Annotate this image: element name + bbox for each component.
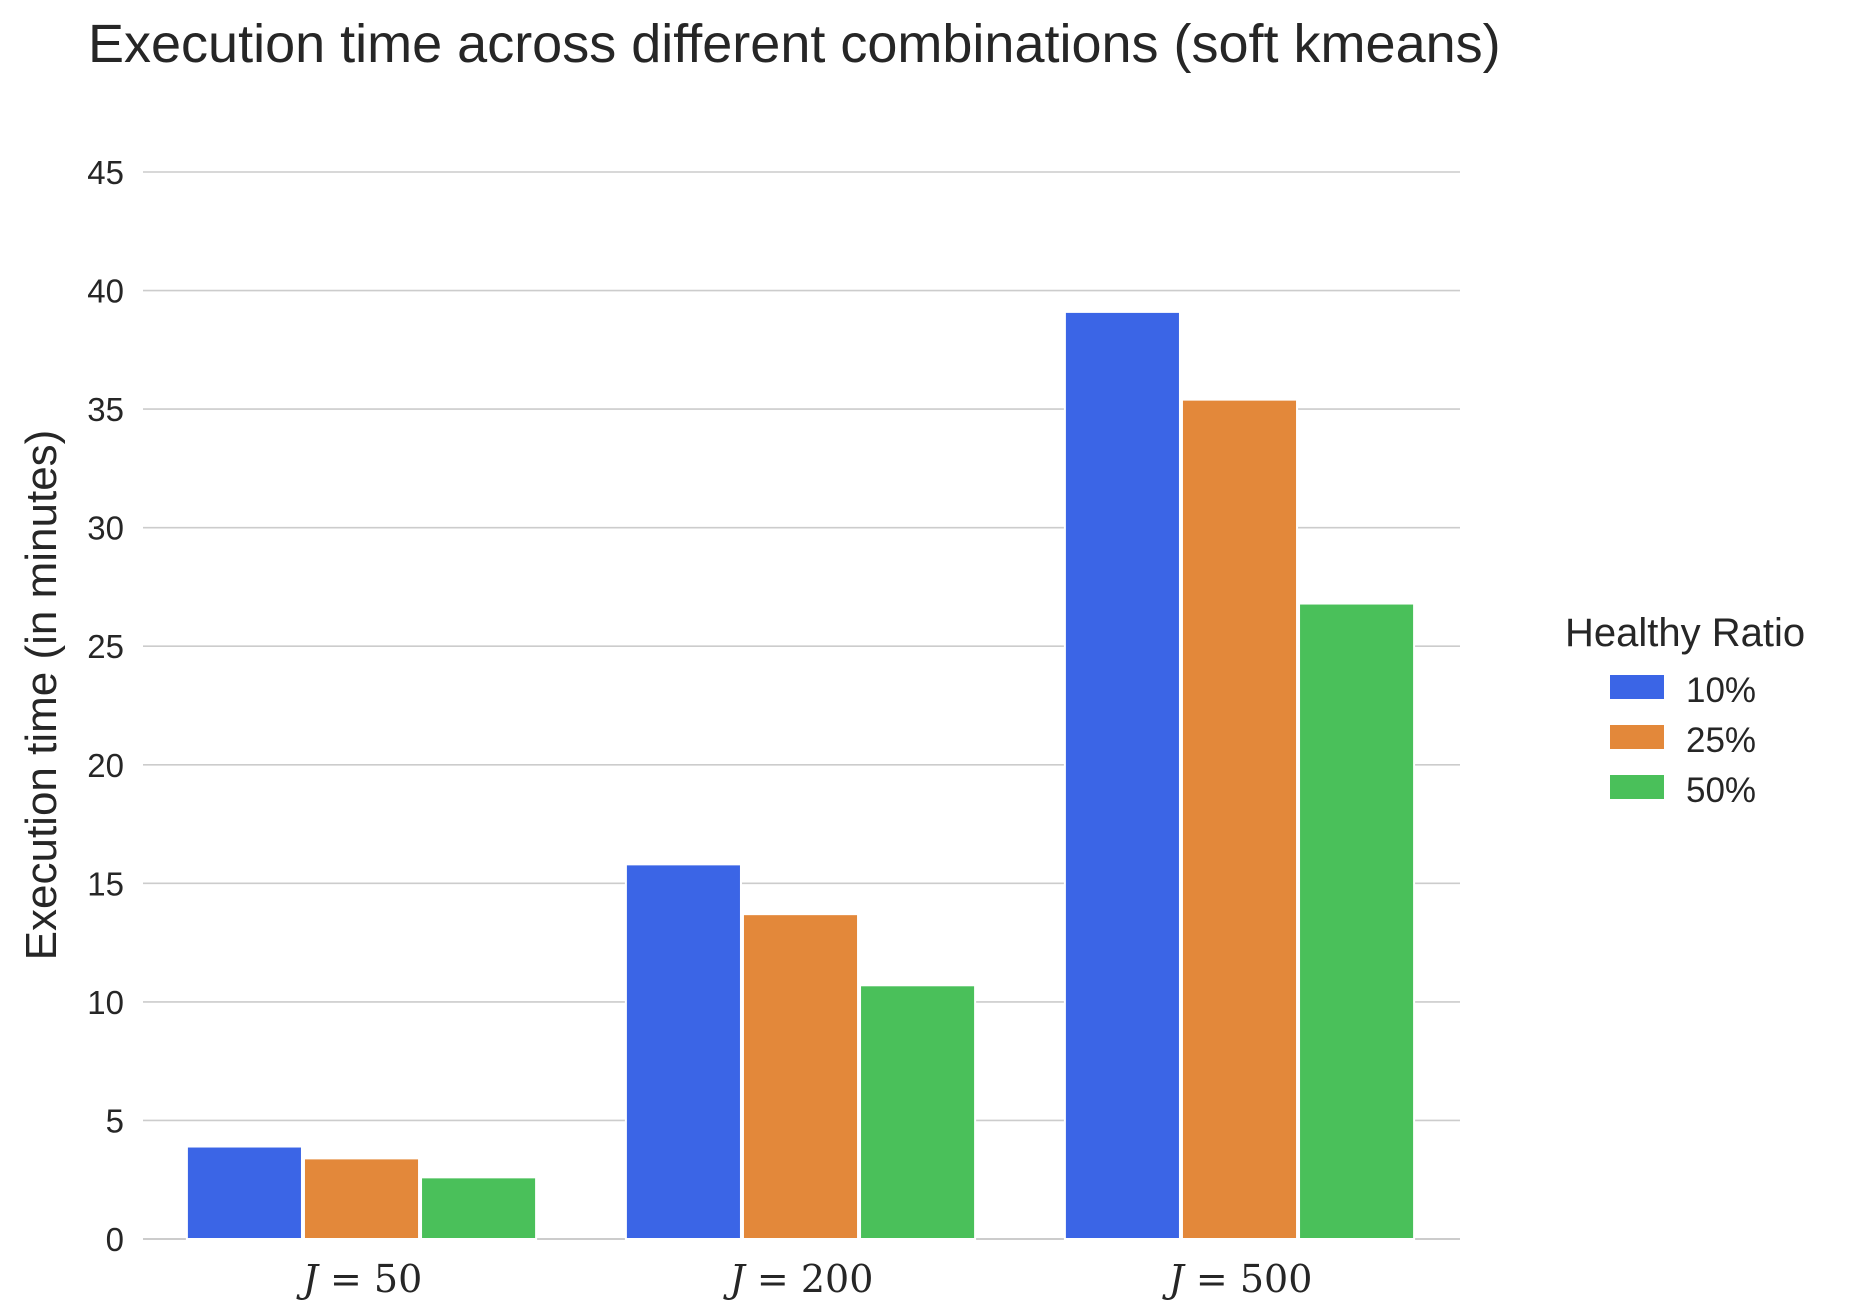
bar: [624, 863, 742, 1240]
legend-label: 10%: [1686, 671, 1756, 710]
bar: [1180, 398, 1299, 1241]
x-tick-value: = 500: [1184, 1257, 1313, 1301]
y-tick-label: 10: [87, 984, 124, 1021]
y-tick-label: 15: [87, 865, 124, 902]
y-tick-labels: 0 5 10 15 20 25 30 35 40 45: [87, 154, 124, 1258]
gridlines: [143, 171, 1460, 1240]
legend-swatch: [1610, 675, 1664, 699]
y-tick-label: 25: [87, 628, 124, 665]
x-tick-label: J = 200: [723, 1257, 874, 1301]
bar: [185, 1145, 303, 1240]
bar: [302, 1157, 421, 1240]
legend-items: 10% 25% 50%: [1610, 671, 1756, 810]
x-tick-var: J: [1162, 1257, 1186, 1301]
y-tick-label: 40: [87, 273, 124, 310]
bar: [741, 913, 860, 1240]
legend-title: Healthy Ratio: [1565, 611, 1805, 655]
x-tick-value: = 50: [318, 1257, 422, 1301]
y-tick-label: 35: [87, 391, 124, 428]
legend-label: 25%: [1686, 721, 1756, 760]
y-tick-label: 45: [87, 154, 124, 191]
x-tick-label: J = 500: [1162, 1257, 1313, 1301]
bar: [1298, 602, 1416, 1240]
y-axis-label: Execution time (in minutes): [17, 430, 66, 961]
bar: [420, 1176, 538, 1240]
legend-swatch: [1610, 725, 1664, 749]
chart-title: Execution time across different combinat…: [88, 14, 1501, 74]
legend-swatch: [1610, 775, 1664, 799]
y-tick-label: 0: [106, 1221, 124, 1258]
legend-item: 25%: [1610, 721, 1756, 760]
y-tick-label: 20: [87, 747, 124, 784]
bar: [1063, 310, 1181, 1240]
x-tick-var: J: [723, 1257, 747, 1301]
legend-item: 10%: [1610, 671, 1756, 710]
bars: [185, 310, 1416, 1241]
legend: Healthy Ratio 10% 25% 50%: [1565, 611, 1805, 810]
y-tick-label: 30: [87, 510, 124, 547]
y-tick-label: 5: [106, 1102, 124, 1139]
legend-item: 50%: [1610, 771, 1756, 810]
bar: [859, 984, 977, 1241]
x-tick-value: = 200: [745, 1257, 874, 1301]
x-tick-var: J: [296, 1257, 320, 1301]
legend-label: 50%: [1686, 771, 1756, 810]
x-tick-label: J = 50: [296, 1257, 423, 1301]
x-tick-labels: J = 50 J = 200 J = 500: [296, 1257, 1313, 1301]
